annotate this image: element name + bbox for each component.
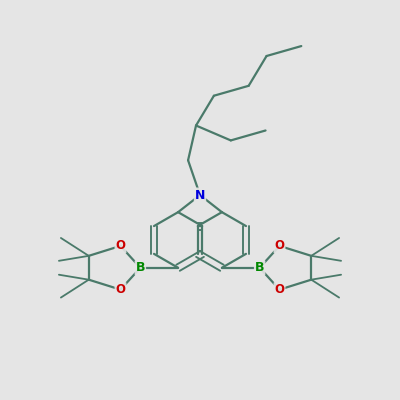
Text: O: O [274,283,284,296]
Text: N: N [195,188,205,202]
Text: B: B [255,261,264,274]
Text: O: O [274,240,284,252]
Text: B: B [136,261,145,274]
Text: O: O [116,283,126,296]
Text: O: O [116,240,126,252]
